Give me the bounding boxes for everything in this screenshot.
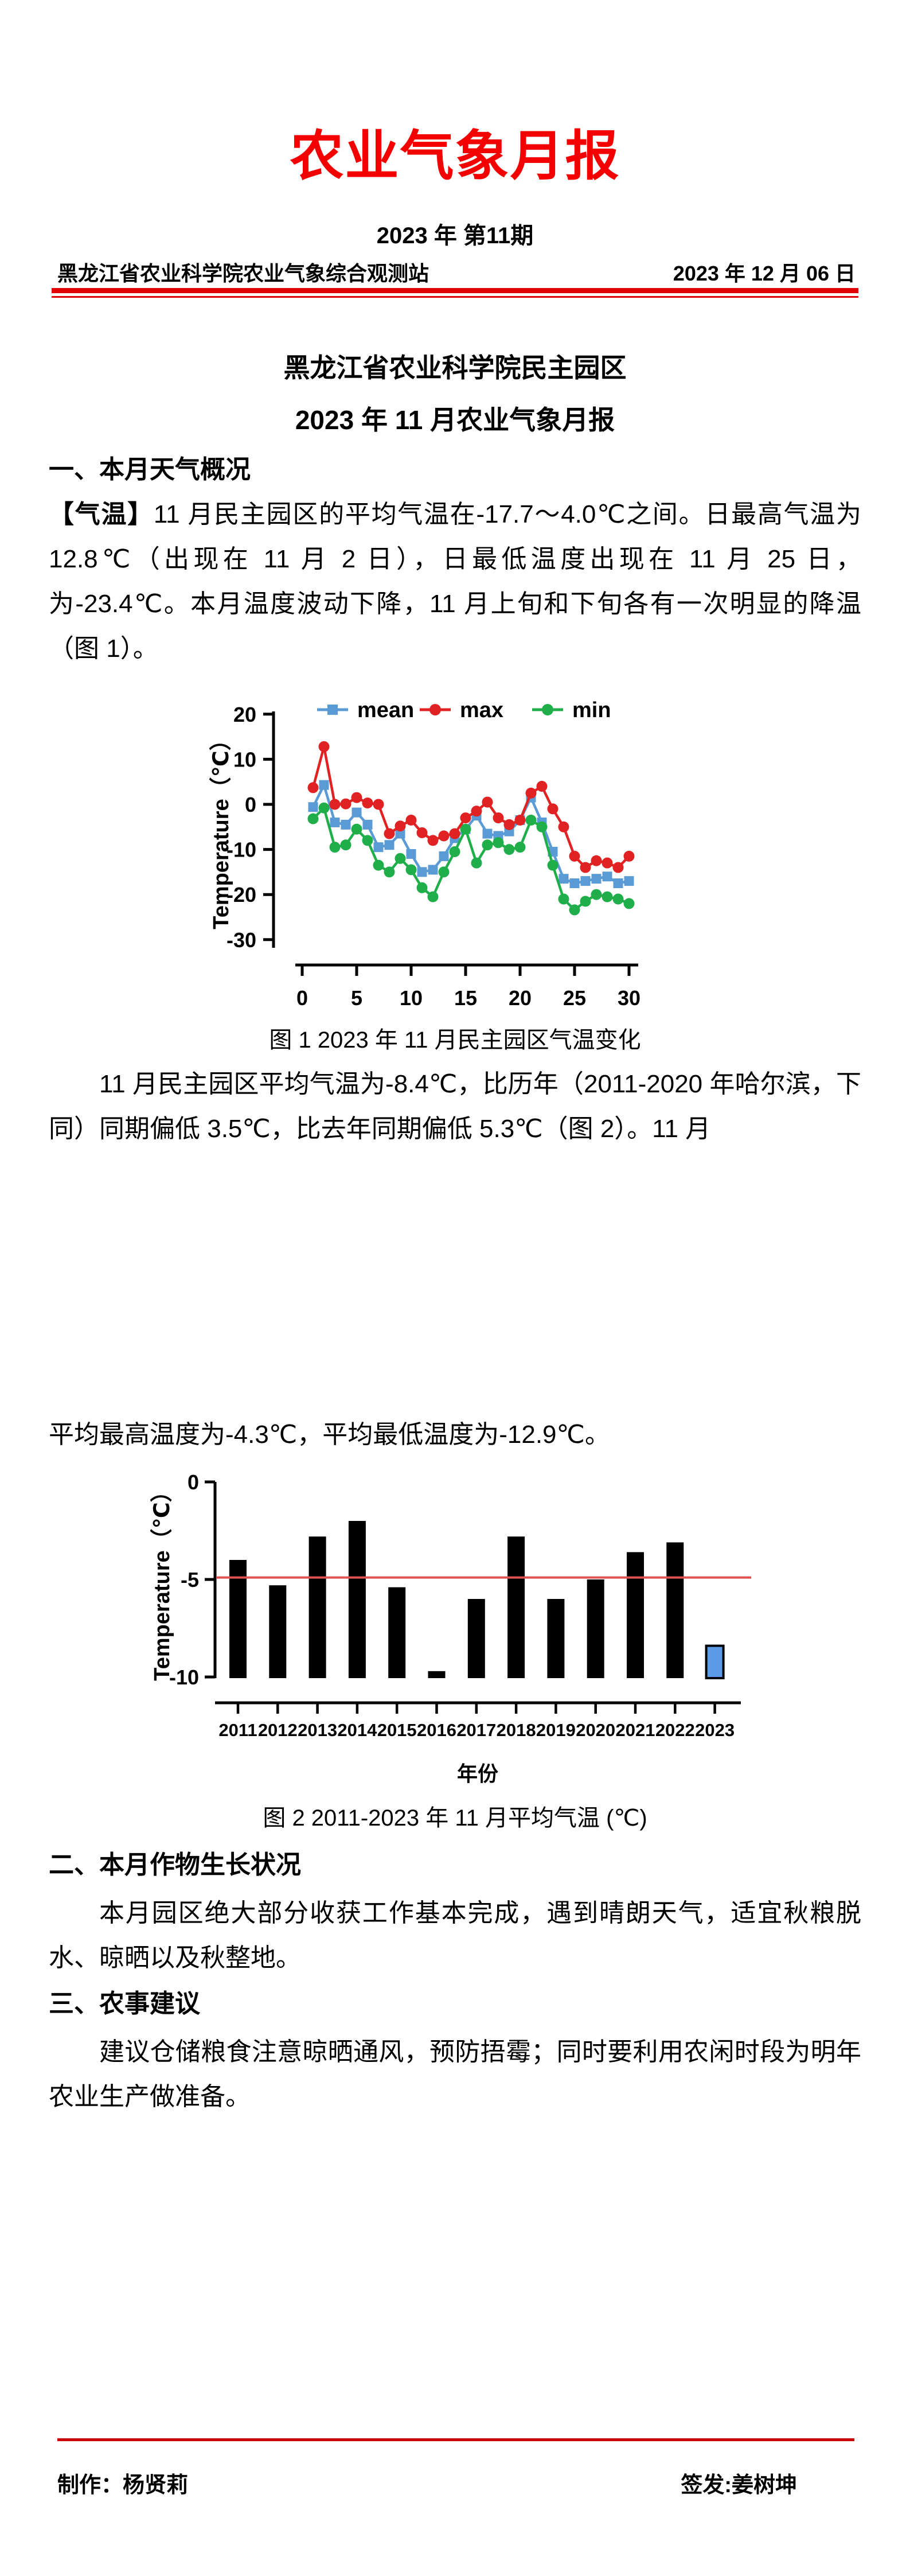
header-row: 黑龙江省农业科学院农业气象综合观测站 2023 年 12 月 06 日 (57, 257, 856, 287)
footer-maker: 制作：杨贤莉 (57, 2473, 189, 2497)
svg-text:max: max (460, 698, 503, 722)
report-heading-month: 2023 年 11 月农业气象月报 (295, 405, 615, 435)
svg-text:-10: -10 (226, 838, 256, 862)
svg-text:min: min (572, 698, 611, 722)
fig2-bar-2022 (666, 1542, 684, 1678)
paragraph-comparison: 11 月民主园区平均气温为-8.4℃，比历年（2011-2020 年哈尔滨，下同… (49, 1070, 861, 1143)
header-date: 2023 年 12 月 06 日 (673, 262, 856, 285)
svg-text:2015: 2015 (377, 1720, 417, 1740)
svg-text:2016: 2016 (417, 1720, 456, 1740)
fig2-bar-2015 (388, 1587, 406, 1678)
footer-row: 制作：杨贤莉 签发:姜树坤 (57, 2467, 797, 2499)
section-2-heading: 二、本月作物生长状况 (49, 1851, 301, 1879)
svg-text:2020: 2020 (576, 1720, 615, 1740)
fig2-bar-2017 (467, 1599, 485, 1678)
fig2-x-axis-label: 年份 (457, 1762, 498, 1785)
fig2-y-axis-label: Temperature（℃） (150, 1480, 174, 1680)
svg-text:2018: 2018 (497, 1720, 536, 1740)
svg-text:-5: -5 (181, 1568, 199, 1591)
paragraph-temperature-text: 11 月民主园区的平均气温在-17.7～4.0℃之间。日最高气温为 12.8℃（… (49, 500, 861, 663)
svg-text:-20: -20 (226, 883, 256, 906)
svg-text:2014: 2014 (337, 1720, 377, 1740)
svg-text:2013: 2013 (298, 1720, 337, 1740)
svg-text:5: 5 (351, 986, 362, 1010)
fig1-series-min-markers (307, 802, 635, 916)
fig2-bar-2019 (547, 1599, 565, 1678)
paragraph-extremes: 平均最高温度为-4.3℃，平均最低温度为-12.9℃。 (49, 1421, 610, 1449)
svg-text:0: 0 (188, 1470, 199, 1494)
fig2-bar-2012 (269, 1585, 287, 1678)
footer-issuer: 签发:姜树坤 (681, 2473, 797, 2497)
svg-text:0: 0 (245, 793, 256, 816)
fig1-legend-item-max: max (420, 698, 503, 722)
paragraph-crop-status: 本月园区绝大部分收获工作基本完成，遇到晴朗天气，适宜秋粮脱水、晾晒以及秋整地。 (49, 1899, 861, 1972)
svg-text:2019: 2019 (536, 1720, 576, 1740)
fig2-bar-2016 (428, 1671, 446, 1678)
figure-1-caption: 图 1 2023 年 11 月民主园区气温变化 (269, 1028, 641, 1053)
svg-text:-10: -10 (169, 1666, 199, 1689)
paragraph-temperature-label: 【气温】 (49, 500, 154, 528)
svg-text:25: 25 (563, 986, 586, 1010)
report-heading-garden: 黑龙江省农业科学院民主园区 (283, 353, 627, 383)
fig1-legend-item-min: min (532, 698, 611, 722)
svg-text:2022: 2022 (655, 1720, 695, 1740)
svg-text:10: 10 (400, 986, 423, 1010)
fig2-bar-2013 (308, 1536, 326, 1678)
svg-text:20: 20 (233, 703, 256, 726)
svg-text:2011: 2011 (218, 1720, 257, 1740)
fig2-bar-2020 (587, 1579, 604, 1678)
svg-text:mean: mean (357, 698, 414, 722)
report-title: 农业气象月报 (290, 126, 620, 186)
fig2-bar-2011 (229, 1560, 247, 1678)
svg-text:0: 0 (296, 986, 308, 1010)
section-3-heading: 三、农事建议 (49, 1990, 200, 2018)
svg-text:20: 20 (509, 986, 532, 1010)
double-rule-thick (52, 288, 858, 293)
fig1-legend-item-mean: mean (317, 698, 414, 722)
svg-text:2017: 2017 (456, 1720, 496, 1740)
svg-text:10: 10 (233, 748, 256, 771)
paragraph-temperature: 【气温】11 月民主园区的平均气温在-17.7～4.0℃之间。日最高气温为 12… (49, 492, 861, 671)
fig1-y-axis-label: Temperature（℃） (209, 729, 233, 929)
svg-text:-30: -30 (226, 928, 256, 952)
svg-text:15: 15 (454, 986, 477, 1010)
double-rule-thin (52, 296, 858, 298)
fig2-bar-2018 (507, 1536, 525, 1678)
fig2-bar-2014 (348, 1521, 366, 1678)
paragraph-advice: 建议仓储粮食注意晾晒通风，预防捂霉；同时要利用农闲时段为明年农业生产做准备。 (49, 2038, 861, 2111)
footer-rule (57, 2438, 854, 2441)
figure-2-caption: 图 2 2011-2023 年 11 月平均气温 (℃) (263, 1805, 647, 1831)
header-org: 黑龙江省农业科学院农业气象综合观测站 (57, 262, 429, 285)
fig1-series-max-markers (307, 741, 635, 873)
svg-text:2012: 2012 (258, 1720, 298, 1740)
section-1-heading: 一、本月天气概况 (49, 456, 251, 484)
svg-text:2021: 2021 (616, 1720, 655, 1740)
svg-text:2023: 2023 (695, 1720, 735, 1740)
fig2-bar-2021 (627, 1552, 644, 1678)
issue-line: 2023 年 第11期 (376, 223, 534, 248)
fig2-bar-2023 (705, 1644, 725, 1680)
svg-text:30: 30 (618, 986, 640, 1010)
